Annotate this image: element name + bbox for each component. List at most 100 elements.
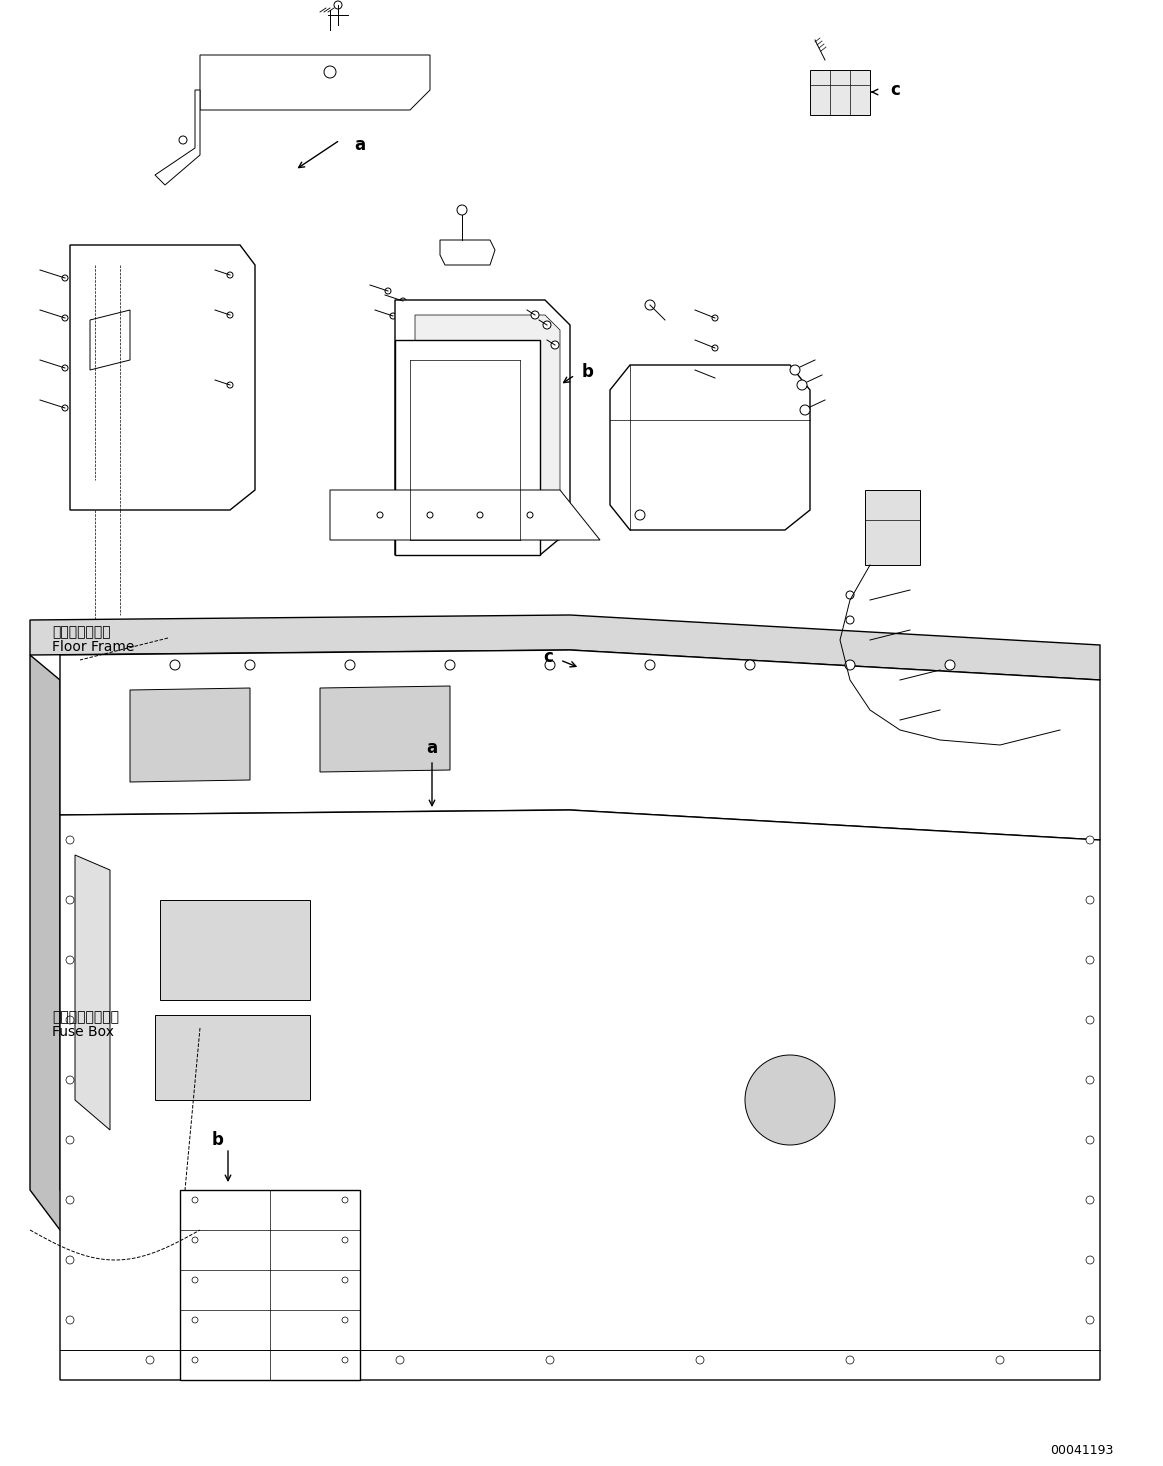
Circle shape (179, 136, 187, 144)
Circle shape (797, 380, 807, 390)
Circle shape (66, 956, 74, 965)
Circle shape (1086, 1076, 1094, 1083)
Circle shape (1086, 1316, 1094, 1324)
Circle shape (846, 647, 854, 654)
Circle shape (245, 660, 255, 670)
Circle shape (192, 1198, 198, 1204)
Polygon shape (30, 655, 90, 1230)
Circle shape (324, 66, 336, 78)
Circle shape (846, 1356, 854, 1363)
Circle shape (635, 510, 645, 520)
Circle shape (342, 1316, 348, 1322)
Circle shape (66, 1016, 74, 1023)
Circle shape (227, 383, 233, 388)
Circle shape (66, 1316, 74, 1324)
Circle shape (192, 1277, 198, 1283)
Text: b: b (582, 364, 594, 381)
Circle shape (645, 660, 655, 670)
Polygon shape (395, 340, 540, 556)
Polygon shape (74, 855, 110, 1130)
Circle shape (342, 1198, 348, 1204)
Text: b: b (212, 1130, 224, 1149)
Circle shape (545, 660, 555, 670)
Text: c: c (543, 648, 552, 666)
Circle shape (192, 1358, 198, 1363)
Polygon shape (330, 490, 600, 539)
Circle shape (227, 312, 233, 318)
Circle shape (62, 315, 67, 321)
Polygon shape (60, 811, 1100, 1380)
Text: 00041193: 00041193 (1050, 1444, 1113, 1457)
Circle shape (1086, 1136, 1094, 1143)
Circle shape (1086, 1016, 1094, 1023)
Circle shape (247, 1356, 254, 1363)
Circle shape (712, 375, 718, 381)
FancyBboxPatch shape (1069, 740, 1096, 754)
Circle shape (1086, 1196, 1094, 1204)
Circle shape (543, 321, 551, 328)
Circle shape (427, 512, 433, 517)
Circle shape (147, 1356, 154, 1363)
Circle shape (846, 660, 855, 670)
FancyBboxPatch shape (1049, 720, 1076, 734)
Text: c: c (890, 81, 900, 100)
Polygon shape (90, 309, 130, 369)
Circle shape (66, 1196, 74, 1204)
Circle shape (342, 1237, 348, 1243)
Polygon shape (30, 616, 1100, 680)
Circle shape (66, 836, 74, 844)
Polygon shape (160, 900, 311, 1000)
Circle shape (946, 660, 955, 670)
Circle shape (445, 660, 455, 670)
Polygon shape (415, 315, 561, 539)
Circle shape (545, 1356, 554, 1363)
Polygon shape (395, 301, 570, 556)
FancyBboxPatch shape (1059, 759, 1086, 774)
Circle shape (334, 1, 342, 9)
Circle shape (477, 512, 483, 517)
Circle shape (227, 273, 233, 279)
Polygon shape (440, 240, 495, 265)
Circle shape (66, 1136, 74, 1143)
Circle shape (1086, 956, 1094, 965)
Circle shape (712, 345, 718, 350)
Circle shape (342, 1277, 348, 1283)
Circle shape (846, 616, 854, 625)
Circle shape (846, 676, 854, 685)
Circle shape (342, 1358, 348, 1363)
Circle shape (1086, 1256, 1094, 1264)
Polygon shape (180, 1190, 361, 1380)
Circle shape (66, 896, 74, 905)
Text: a: a (427, 739, 437, 756)
Text: フューズボックス: フューズボックス (52, 1010, 119, 1023)
Polygon shape (155, 1014, 311, 1100)
Circle shape (527, 512, 533, 517)
Polygon shape (320, 686, 450, 773)
Circle shape (62, 405, 67, 410)
Circle shape (790, 365, 800, 375)
Polygon shape (130, 688, 250, 781)
Circle shape (395, 1356, 404, 1363)
Circle shape (390, 314, 395, 320)
Circle shape (62, 276, 67, 281)
Circle shape (531, 311, 538, 320)
Circle shape (846, 591, 854, 600)
Circle shape (62, 365, 67, 371)
Text: Fuse Box: Fuse Box (52, 1025, 114, 1039)
Circle shape (996, 1356, 1004, 1363)
Polygon shape (865, 490, 920, 564)
Polygon shape (70, 245, 255, 510)
Circle shape (800, 405, 809, 415)
Circle shape (400, 298, 406, 303)
Polygon shape (611, 365, 809, 531)
Text: Floor Frame: Floor Frame (52, 641, 135, 654)
Circle shape (345, 660, 355, 670)
Polygon shape (200, 56, 430, 110)
Circle shape (745, 1056, 835, 1145)
Polygon shape (809, 70, 870, 114)
Circle shape (457, 205, 468, 216)
Circle shape (192, 1316, 198, 1322)
Circle shape (385, 287, 391, 295)
Text: a: a (355, 136, 365, 154)
Circle shape (1086, 836, 1094, 844)
